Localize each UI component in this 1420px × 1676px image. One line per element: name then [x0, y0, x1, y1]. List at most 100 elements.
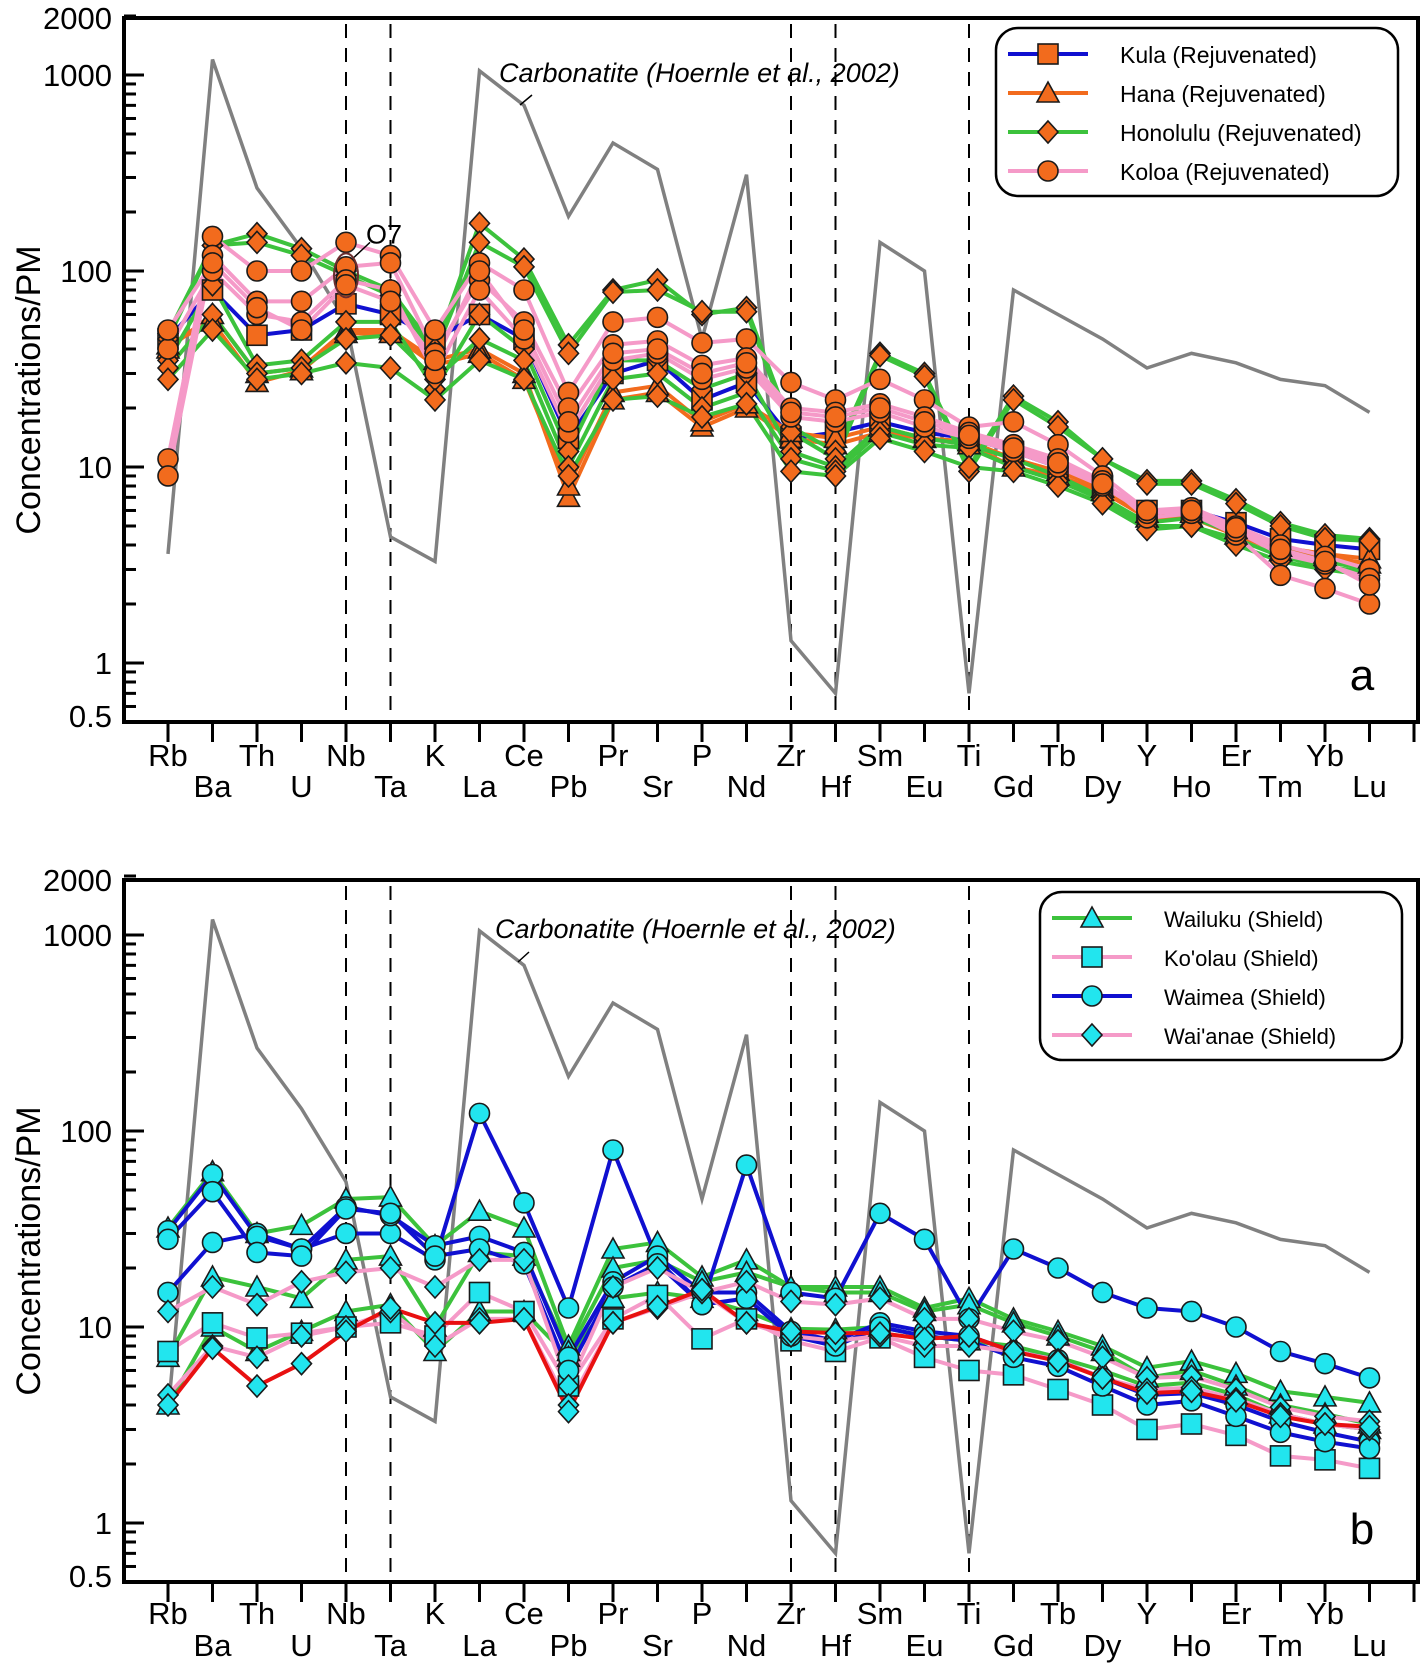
panel-label: b — [1350, 1505, 1374, 1554]
x-tick-label: Tb — [1040, 1596, 1076, 1631]
data-point — [1358, 1367, 1381, 1389]
data-point — [335, 1222, 357, 1245]
data-point — [335, 231, 357, 254]
data-point — [1269, 1445, 1292, 1467]
x-tick-label: Hf — [820, 769, 851, 804]
x-tick-label: Nd — [727, 1628, 767, 1663]
data-point — [868, 1320, 892, 1346]
data-point — [424, 319, 446, 341]
data-point — [735, 299, 758, 324]
legend-marker-circle-icon — [1081, 985, 1103, 1007]
data-point — [201, 1335, 224, 1361]
data-point — [646, 1255, 669, 1281]
series-line — [166, 282, 1370, 572]
data-point — [245, 1373, 269, 1399]
data-point — [334, 1319, 358, 1344]
data-point — [691, 1328, 713, 1350]
data-point — [1269, 538, 1292, 561]
x-tick-label: Tm — [1258, 769, 1303, 804]
data-point — [691, 362, 713, 385]
x-tick-label: Gd — [993, 769, 1034, 804]
data-point — [1358, 1457, 1381, 1480]
data-point — [602, 1139, 624, 1161]
data-point — [1046, 1348, 1070, 1374]
y-tick-label: 1000 — [43, 918, 112, 953]
data-point — [780, 401, 802, 424]
data-point — [557, 463, 580, 489]
x-tick-label: Nb — [326, 1596, 366, 1631]
data-point — [913, 1326, 936, 1352]
data-point — [1225, 1316, 1247, 1338]
carbonatite-annotation: Carbonatite (Hoernle et al., 2002) — [499, 58, 900, 88]
data-point — [1136, 499, 1158, 522]
x-tick-label: Ce — [504, 1596, 544, 1631]
data-point — [245, 1345, 269, 1370]
series-line — [167, 1257, 1370, 1424]
data-point — [869, 1202, 891, 1225]
x-tick-label: Dy — [1084, 1628, 1122, 1663]
o7-highlight-ellipse — [333, 252, 359, 299]
x-tick-label: P — [692, 738, 713, 773]
data-point — [157, 465, 179, 487]
legend-marker-diamond-icon — [1080, 1022, 1104, 1048]
y-tick-label: 2000 — [43, 863, 112, 898]
x-tick-label: Zr — [776, 738, 805, 773]
data-point — [468, 348, 491, 373]
carbonatite-annotation: Carbonatite (Hoernle et al., 2002) — [495, 914, 896, 944]
data-point — [1180, 1379, 1203, 1404]
panel-label: a — [1350, 651, 1375, 700]
data-point — [1002, 437, 1025, 459]
data-point — [557, 1297, 580, 1319]
data-point — [646, 338, 669, 360]
data-point — [1091, 1394, 1114, 1416]
series-line — [166, 328, 1370, 578]
x-tick-label: Lu — [1352, 1628, 1386, 1663]
data-point — [1136, 1418, 1158, 1441]
data-point — [735, 1154, 758, 1176]
data-point — [868, 1286, 892, 1311]
data-point — [824, 463, 847, 489]
data-point — [557, 411, 580, 433]
data-point — [290, 361, 313, 386]
data-point — [824, 1292, 847, 1317]
data-point — [424, 349, 446, 372]
plot-frame — [122, 16, 1420, 724]
carbonatite-reference-line — [166, 918, 1371, 1558]
data-point — [512, 254, 536, 280]
legend-marker-triangle-icon — [1079, 905, 1105, 928]
y-tick-label: 1 — [95, 646, 112, 681]
x-tick-label: Rb — [148, 1596, 188, 1631]
data-point — [601, 279, 625, 305]
data-point — [201, 317, 224, 343]
x-tick-label: Ho — [1172, 1628, 1212, 1663]
x-tick-label: Yb — [1306, 738, 1344, 773]
data-point — [1135, 1380, 1159, 1406]
data-point — [913, 411, 936, 433]
data-point — [957, 454, 981, 480]
data-point — [1224, 491, 1248, 516]
x-tick-label: U — [290, 1628, 312, 1663]
data-point — [379, 1202, 402, 1225]
series-line — [166, 260, 1371, 587]
x-tick-label: Pr — [598, 1596, 629, 1631]
x-tick-label: Zr — [776, 1596, 805, 1631]
data-point — [1002, 1238, 1025, 1260]
x-tick-label: Pb — [550, 769, 588, 804]
data-point — [290, 1351, 313, 1376]
x-tick-label: Ti — [957, 738, 982, 773]
data-point — [156, 367, 180, 392]
data-point — [735, 1269, 758, 1295]
data-point — [467, 1198, 492, 1221]
data-point — [1314, 577, 1336, 600]
data-point — [690, 1277, 714, 1302]
x-tick-label: Sr — [642, 1628, 673, 1663]
data-point — [157, 1228, 179, 1251]
data-point — [735, 328, 758, 350]
data-point — [245, 367, 269, 392]
data-point — [868, 426, 892, 451]
data-point — [780, 371, 802, 394]
data-point — [646, 306, 669, 329]
carbonatite-leader-line — [517, 951, 530, 963]
data-point — [690, 299, 714, 324]
data-point — [423, 1333, 447, 1359]
